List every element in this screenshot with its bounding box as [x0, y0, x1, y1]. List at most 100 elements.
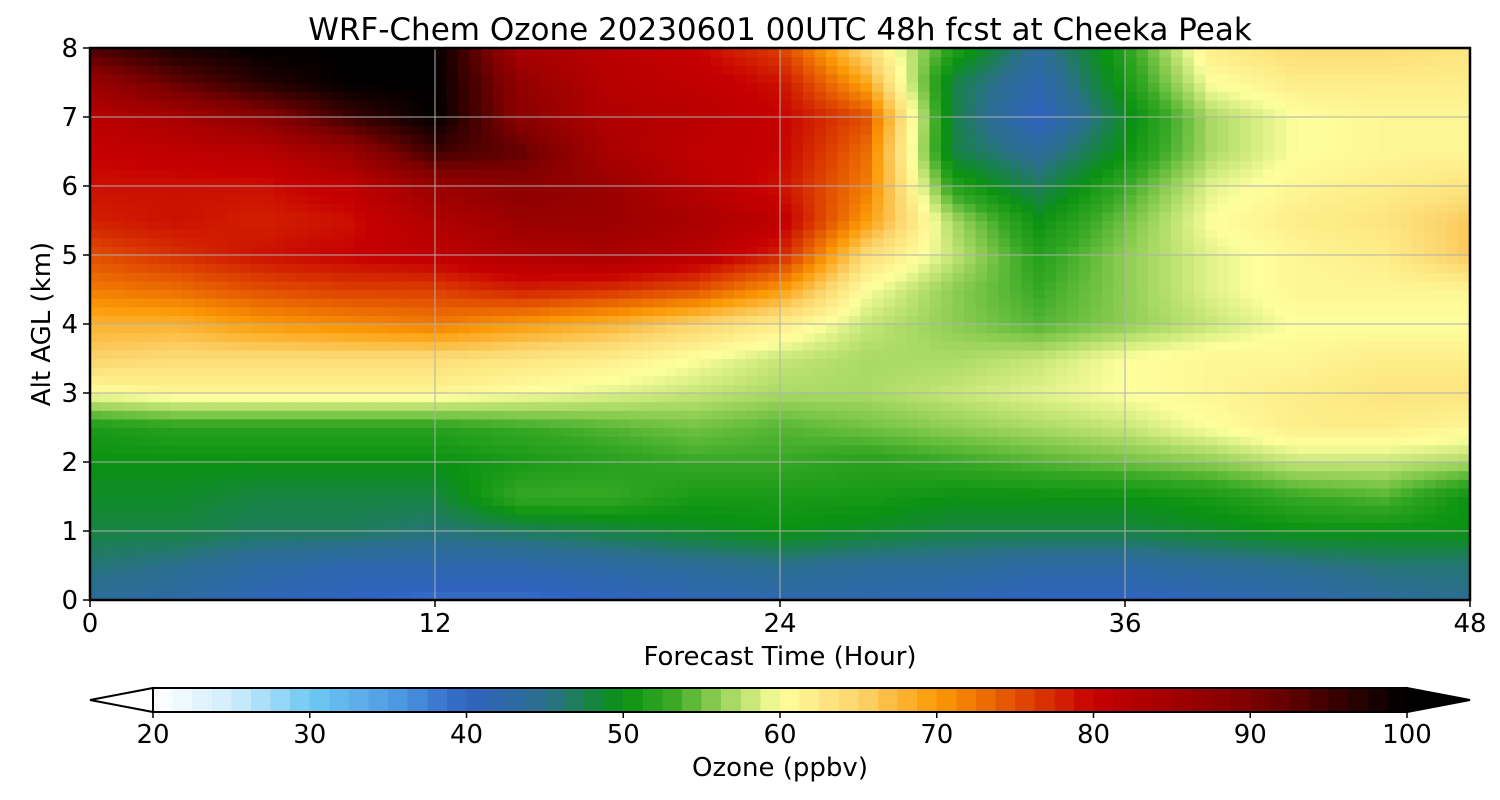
- heatmap-cell: [216, 384, 229, 394]
- heatmap-cell: [837, 470, 850, 480]
- heatmap-cell: [642, 556, 655, 567]
- heatmap-cell: [182, 539, 195, 549]
- heatmap-cell: [308, 341, 321, 351]
- heatmap-cell: [550, 522, 563, 532]
- heatmap-cell: [1240, 574, 1253, 584]
- heatmap-cell: [895, 436, 908, 446]
- heatmap-cell: [377, 496, 390, 506]
- heatmap-cell: [883, 427, 896, 437]
- heatmap-cell: [90, 444, 103, 454]
- heatmap-cell: [607, 315, 620, 325]
- heatmap-cell: [527, 436, 540, 446]
- heatmap-cell: [1067, 298, 1080, 308]
- heatmap-cell: [1217, 315, 1230, 325]
- heatmap-cell: [665, 505, 678, 515]
- heatmap-cell: [722, 556, 735, 567]
- heatmap-cell: [527, 375, 540, 385]
- heatmap-cell: [366, 375, 379, 385]
- heatmap-cell: [1056, 487, 1069, 498]
- heatmap-cell: [113, 246, 126, 256]
- heatmap-cell: [676, 522, 689, 532]
- heatmap-cell: [1056, 393, 1069, 403]
- heatmap-cell: [469, 410, 482, 420]
- heatmap-cell: [849, 418, 862, 429]
- heatmap-cell: [1182, 591, 1195, 600]
- heatmap-cell: [780, 367, 793, 377]
- heatmap-cell: [1148, 255, 1161, 265]
- heatmap-cell: [435, 565, 448, 575]
- heatmap-cell: [1343, 298, 1356, 308]
- heatmap-cell: [883, 410, 896, 420]
- heatmap-cell: [458, 332, 471, 342]
- heatmap-cell: [1343, 341, 1356, 351]
- heatmap-cell: [561, 556, 574, 567]
- heatmap-cell: [1125, 341, 1138, 351]
- heatmap-cell: [561, 289, 574, 299]
- heatmap-cell: [734, 531, 747, 541]
- heatmap-cell: [745, 539, 758, 549]
- heatmap-cell: [1182, 255, 1195, 265]
- heatmap-cell: [780, 280, 793, 291]
- heatmap-cell: [872, 393, 885, 403]
- heatmap-cell: [1378, 263, 1391, 273]
- heatmap-cell: [343, 255, 356, 265]
- heatmap-cell: [90, 479, 103, 489]
- heatmap-cell: [688, 315, 701, 325]
- heatmap-cell: [1067, 306, 1080, 316]
- heatmap-cell: [1286, 280, 1299, 291]
- heatmap-cell: [1435, 306, 1448, 316]
- heatmap-cell: [1056, 531, 1069, 541]
- heatmap-cell: [90, 280, 103, 291]
- heatmap-cell: [722, 349, 735, 360]
- heatmap-cell: [354, 384, 367, 394]
- heatmap-cell: [159, 513, 172, 523]
- heatmap-cell: [124, 315, 137, 325]
- heatmap-cell: [1113, 246, 1126, 256]
- heatmap-cell: [837, 341, 850, 351]
- heatmap-cell: [918, 349, 931, 360]
- heatmap-cell: [1090, 444, 1103, 454]
- heatmap-cell: [262, 427, 275, 437]
- heatmap-cell: [216, 289, 229, 299]
- heatmap-cell: [1366, 263, 1379, 273]
- heatmap-cell: [308, 315, 321, 325]
- heatmap-cell: [1286, 548, 1299, 558]
- heatmap-cell: [688, 591, 701, 600]
- heatmap-cell: [251, 591, 264, 600]
- heatmap-cell: [1343, 565, 1356, 575]
- heatmap-cell: [147, 332, 160, 342]
- heatmap-cell: [1458, 255, 1470, 265]
- heatmap-cell: [757, 367, 770, 377]
- heatmap-cell: [331, 453, 344, 463]
- heatmap-cell: [1332, 539, 1345, 549]
- heatmap-cell: [193, 358, 206, 368]
- heatmap-cell: [90, 332, 103, 342]
- heatmap-cell: [561, 436, 574, 446]
- heatmap-cell: [561, 444, 574, 454]
- heatmap-cell: [331, 367, 344, 377]
- heatmap-cell: [596, 418, 609, 429]
- heatmap-cell: [1286, 531, 1299, 541]
- heatmap-cell: [1424, 375, 1437, 385]
- heatmap-cell: [1251, 531, 1264, 541]
- heatmap-cell: [941, 384, 954, 394]
- heatmap-cell: [1435, 574, 1448, 584]
- heatmap-cell: [1113, 444, 1126, 454]
- heatmap-cell: [239, 272, 252, 282]
- heatmap-cell: [1297, 574, 1310, 584]
- heatmap-cell: [1263, 574, 1276, 584]
- heatmap-cell: [469, 462, 482, 472]
- heatmap-cell: [205, 444, 218, 454]
- heatmap-cell: [1424, 418, 1437, 429]
- heatmap-cell: [182, 237, 195, 247]
- heatmap-cell: [170, 548, 183, 558]
- heatmap-cell: [872, 462, 885, 472]
- heatmap-cell: [285, 496, 298, 506]
- heatmap-cell: [975, 496, 988, 506]
- heatmap-cell: [826, 531, 839, 541]
- heatmap-cell: [1159, 263, 1172, 273]
- heatmap-cell: [1343, 462, 1356, 472]
- heatmap-cell: [1343, 315, 1356, 325]
- heatmap-cell: [1263, 375, 1276, 385]
- heatmap-cell: [998, 324, 1011, 334]
